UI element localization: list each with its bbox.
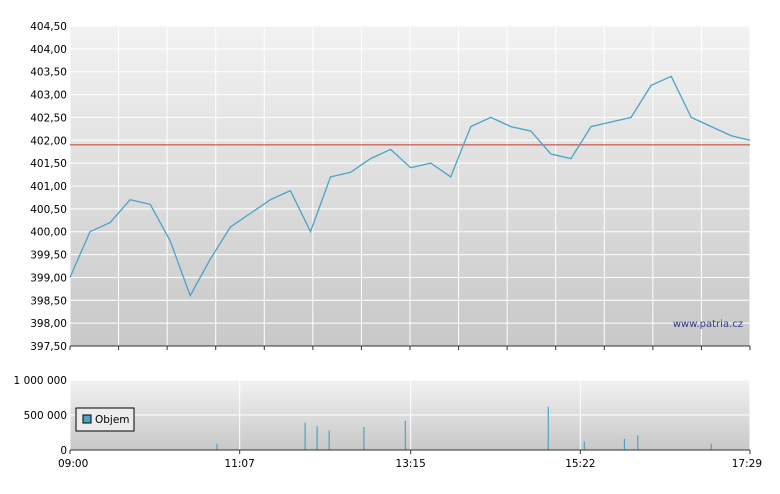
- price-y-tick-label: 399,50: [30, 250, 67, 262]
- price-y-tick-label: 404,00: [30, 44, 67, 56]
- volume-x-tick-label: 11:07: [225, 458, 255, 470]
- price-series-line: [69, 75, 751, 298]
- volume-y-tick-label: 1 000 000: [14, 375, 67, 387]
- price-y-tick-label: 402,00: [30, 135, 67, 147]
- volume-bars: [216, 406, 712, 450]
- volume-y-axis: 1 000 000 500 000 0: [14, 375, 67, 457]
- price-y-tick-label: 402,50: [30, 112, 67, 124]
- watermark: www.patria.cz: [673, 319, 743, 330]
- volume-y-tick-label: 500 000: [24, 410, 67, 422]
- legend-box: [75, 407, 135, 432]
- volume-x-tick-label: 13:15: [396, 458, 426, 470]
- legend-label: Objem: [95, 414, 130, 426]
- price-y-tick-label: 400,00: [30, 227, 67, 239]
- price-y-tick-label: 399,00: [30, 272, 67, 284]
- price-y-tick-label: 403,00: [30, 90, 67, 102]
- volume-y-tick-label: 0: [60, 445, 67, 457]
- volume-legend: Objem: [75, 407, 135, 432]
- price-y-axis: 404,50 404,00 403,50 403,00 402,50 402,00 401,…: [30, 21, 67, 353]
- volume-panel: 1 000 000 500 000 0 09:00 11:07 13:15 15:22 17…: [14, 375, 762, 470]
- price-y-tick-label: 404,50: [30, 21, 67, 33]
- price-y-tick-label: 400,50: [30, 204, 67, 216]
- price-x-ticks: [69, 346, 751, 350]
- legend-swatch: [82, 414, 92, 424]
- price-y-tick-label: 403,50: [30, 67, 67, 79]
- price-y-tick-label: 398,50: [30, 295, 67, 307]
- volume-x-tick-label: 17:29: [732, 458, 762, 470]
- price-y-tick-label: 401,50: [30, 158, 67, 170]
- volume-x-tick-label: 09:00: [58, 458, 88, 470]
- volume-x-tick-label: 15:22: [565, 458, 595, 470]
- price-y-tick-label: 398,00: [30, 318, 67, 330]
- volume-x-axis: 09:00 11:07 13:15 15:22 17:29: [58, 450, 762, 470]
- price-y-tick-label: 397,50: [30, 341, 67, 353]
- price-y-tick-label: 401,00: [30, 181, 67, 193]
- price-panel: 404,50 404,00 403,50 403,00 402,50 402,00 401,…: [30, 21, 751, 353]
